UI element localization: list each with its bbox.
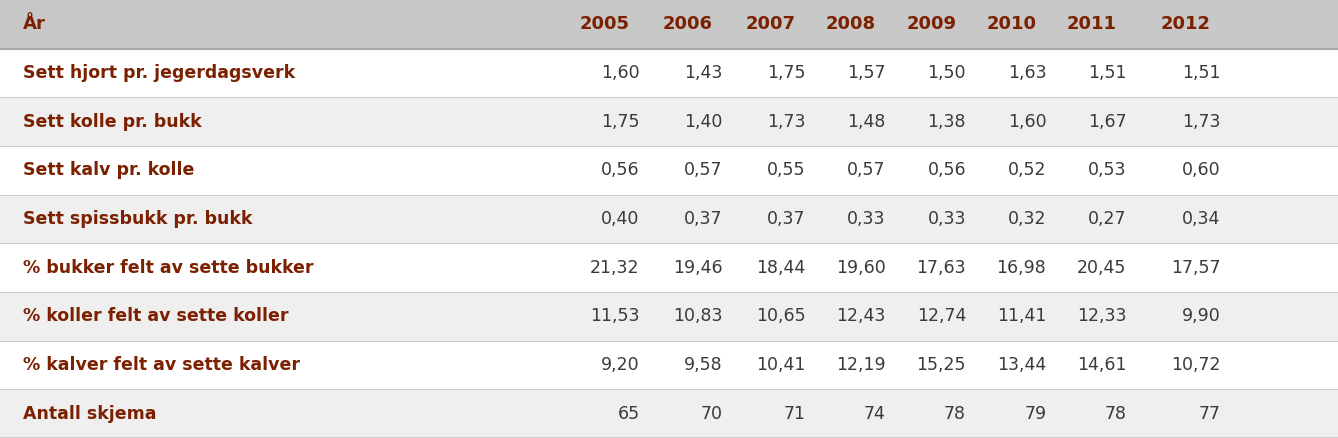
Text: 0,27: 0,27	[1088, 210, 1127, 228]
Text: 21,32: 21,32	[590, 259, 640, 277]
Text: 0,53: 0,53	[1088, 161, 1127, 179]
Text: 9,58: 9,58	[684, 356, 723, 374]
Text: 20,45: 20,45	[1077, 259, 1127, 277]
Text: Sett spissbukk pr. bukk: Sett spissbukk pr. bukk	[23, 210, 252, 228]
Text: 2006: 2006	[662, 15, 713, 33]
Text: 12,33: 12,33	[1077, 307, 1127, 325]
Bar	[0, 389, 1338, 438]
Text: 17,63: 17,63	[917, 259, 966, 277]
Text: 14,61: 14,61	[1077, 356, 1127, 374]
Text: 0,60: 0,60	[1181, 161, 1220, 179]
Text: 1,43: 1,43	[684, 64, 723, 82]
Text: 9,90: 9,90	[1181, 307, 1220, 325]
Text: 2011: 2011	[1066, 15, 1117, 33]
Text: 79: 79	[1024, 405, 1046, 423]
Text: 1,57: 1,57	[847, 64, 886, 82]
Text: 1,40: 1,40	[684, 113, 723, 131]
Text: 1,50: 1,50	[927, 64, 966, 82]
Text: Sett kolle pr. bukk: Sett kolle pr. bukk	[23, 113, 202, 131]
Text: 70: 70	[701, 405, 723, 423]
Text: 11,53: 11,53	[590, 307, 640, 325]
Text: 0,56: 0,56	[601, 161, 640, 179]
Text: 1,75: 1,75	[601, 113, 640, 131]
Text: 15,25: 15,25	[917, 356, 966, 374]
Bar	[0, 146, 1338, 194]
Text: 2010: 2010	[986, 15, 1037, 33]
Text: 78: 78	[1105, 405, 1127, 423]
Text: 78: 78	[945, 405, 966, 423]
Text: 0,32: 0,32	[1008, 210, 1046, 228]
Text: 1,75: 1,75	[767, 64, 805, 82]
Text: 2005: 2005	[579, 15, 630, 33]
Text: % koller felt av sette koller: % koller felt av sette koller	[23, 307, 288, 325]
Bar	[0, 194, 1338, 244]
Text: 0,37: 0,37	[767, 210, 805, 228]
Text: 16,98: 16,98	[997, 259, 1046, 277]
Text: 0,52: 0,52	[1008, 161, 1046, 179]
Text: Antall skjema: Antall skjema	[23, 405, 157, 423]
Text: 10,72: 10,72	[1171, 356, 1220, 374]
Text: 1,60: 1,60	[1008, 113, 1046, 131]
Text: 18,44: 18,44	[756, 259, 805, 277]
Text: 77: 77	[1199, 405, 1220, 423]
Text: 71: 71	[784, 405, 805, 423]
Text: Sett hjort pr. jegerdagsverk: Sett hjort pr. jegerdagsverk	[23, 64, 294, 82]
Text: 10,83: 10,83	[673, 307, 723, 325]
Text: 0,37: 0,37	[684, 210, 723, 228]
Text: År: År	[23, 15, 45, 33]
Text: % kalver felt av sette kalver: % kalver felt av sette kalver	[23, 356, 300, 374]
Bar	[0, 341, 1338, 389]
Bar	[0, 244, 1338, 292]
Text: 19,46: 19,46	[673, 259, 723, 277]
Text: 2007: 2007	[745, 15, 796, 33]
Text: 0,56: 0,56	[927, 161, 966, 179]
Text: 11,41: 11,41	[997, 307, 1046, 325]
Text: 1,51: 1,51	[1181, 64, 1220, 82]
Text: 0,34: 0,34	[1181, 210, 1220, 228]
Text: 13,44: 13,44	[997, 356, 1046, 374]
Text: 1,67: 1,67	[1088, 113, 1127, 131]
Text: 0,57: 0,57	[847, 161, 886, 179]
Text: 10,65: 10,65	[756, 307, 805, 325]
Text: 9,20: 9,20	[601, 356, 640, 374]
Text: 1,63: 1,63	[1008, 64, 1046, 82]
Bar	[0, 292, 1338, 341]
Text: 12,43: 12,43	[836, 307, 886, 325]
Text: 0,55: 0,55	[767, 161, 805, 179]
Text: 74: 74	[864, 405, 886, 423]
Text: Sett kalv pr. kolle: Sett kalv pr. kolle	[23, 161, 194, 179]
Bar	[0, 49, 1338, 97]
Text: 10,41: 10,41	[756, 356, 805, 374]
Bar	[0, 0, 1338, 49]
Text: 1,51: 1,51	[1088, 64, 1127, 82]
Text: 17,57: 17,57	[1171, 259, 1220, 277]
Text: 65: 65	[617, 405, 640, 423]
Text: 1,60: 1,60	[601, 64, 640, 82]
Text: 0,33: 0,33	[847, 210, 886, 228]
Text: 1,73: 1,73	[767, 113, 805, 131]
Text: 1,38: 1,38	[927, 113, 966, 131]
Text: 19,60: 19,60	[836, 259, 886, 277]
Text: 2008: 2008	[826, 15, 876, 33]
Bar	[0, 97, 1338, 146]
Text: 2009: 2009	[906, 15, 957, 33]
Text: 0,40: 0,40	[601, 210, 640, 228]
Text: 12,19: 12,19	[836, 356, 886, 374]
Text: 1,48: 1,48	[847, 113, 886, 131]
Text: 0,57: 0,57	[684, 161, 723, 179]
Text: 12,74: 12,74	[917, 307, 966, 325]
Text: 2012: 2012	[1160, 15, 1211, 33]
Text: 1,73: 1,73	[1181, 113, 1220, 131]
Text: 0,33: 0,33	[927, 210, 966, 228]
Text: % bukker felt av sette bukker: % bukker felt av sette bukker	[23, 259, 313, 277]
